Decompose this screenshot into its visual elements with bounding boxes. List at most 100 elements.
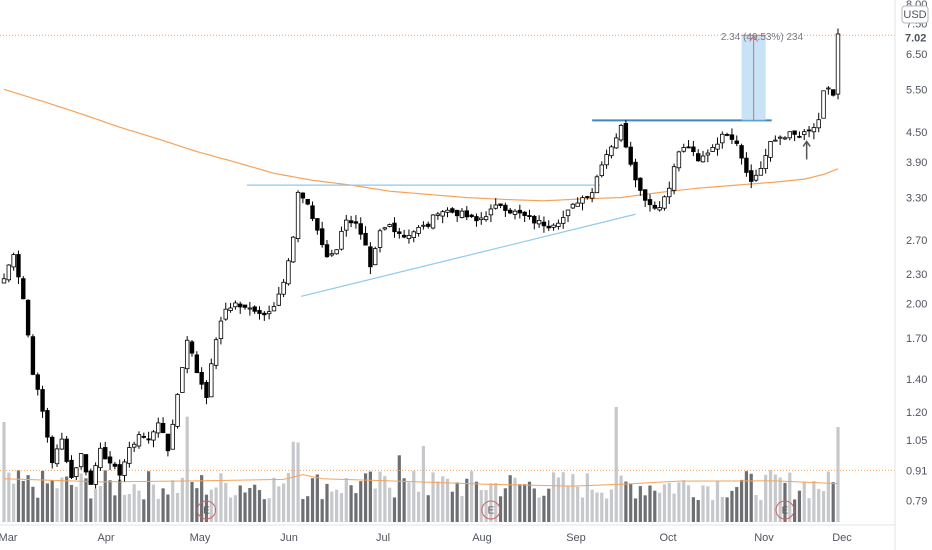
volume-bar [778,477,782,522]
candle-body [710,147,715,152]
candle-body [782,137,788,140]
earnings-marker-icon [481,500,501,520]
last-price-value: 7.02 [905,33,926,45]
candle-body [122,461,127,476]
candle-body [6,264,12,281]
volume-bar [498,496,503,522]
volume-bar [426,495,430,522]
time-tick-label: Mar [0,532,18,544]
candle-body [565,209,571,217]
volume-bar [739,479,744,522]
volume-bar [768,470,773,522]
volume-bar [725,497,729,522]
candle-body [88,470,93,485]
price-tick-label: 5.50 [906,84,927,96]
volume-bar [638,486,642,522]
candle-body [532,215,537,224]
candle-body [271,306,277,312]
volume-bar [503,488,507,522]
volume-bar [812,481,816,522]
volume-bar [132,484,136,522]
volume-bar [672,493,676,522]
volume-bar [744,471,749,522]
volume-bar [310,478,315,522]
candle-body [768,141,773,158]
volume-bar [547,488,551,522]
volume-bar [686,485,691,522]
candle-body [580,197,585,204]
volume-bar [79,473,83,522]
volume-bar [585,473,589,522]
drawing-tools [0,34,895,471]
volume-bar [474,481,479,522]
candle-body [575,202,580,207]
volume-bar [282,483,286,522]
price-tick-label: 2.30 [906,269,927,281]
volume-bar [36,497,40,522]
time-axis[interactable]: Mar Apr May Jun Jul Aug Sep Oct Nov Dec [0,532,852,544]
volume-bar [397,455,401,522]
volume-bar [98,485,103,522]
up-arrow-head [802,140,811,147]
volume-bar [788,472,792,522]
volume-bar [103,470,107,522]
candle-body [262,312,267,316]
candle-body [339,230,344,250]
candle-body [469,214,474,217]
volume-bar [171,480,175,522]
volume-bar [243,492,247,522]
volume-bar [161,488,165,522]
volume-bar [764,474,768,522]
price-axis[interactable]: 7.506.505.504.503.903.302.702.302.001.70… [906,0,927,507]
price-tick-label: 1.05 [906,435,927,447]
candle-body [483,216,489,221]
candle-body [368,246,373,268]
candle-body [671,166,677,191]
volume-bar [682,480,686,522]
candle-body [792,130,797,135]
candle-body [604,154,609,166]
candle-body [146,438,151,441]
volume-bar [465,478,469,522]
currency-badge[interactable]: USD [901,5,929,24]
candle-body [430,214,436,229]
rising-trendline [301,213,636,297]
volume-bar [633,498,638,522]
volume-bar [122,494,127,522]
candle-body [676,151,682,169]
currency-label: USD [903,9,926,21]
candle-body [802,131,807,136]
candle-body [585,196,590,198]
candle-body [233,302,238,308]
candle-body [426,223,431,227]
volume-bar [527,481,532,522]
candle-body [319,228,325,246]
candle-body [156,422,161,434]
volume-bar [7,472,11,522]
volume-bar [248,487,252,522]
candle-body [652,204,658,209]
volume-bar [55,488,59,522]
volume-bar [701,485,705,522]
candle-body [64,438,69,462]
volume-bar [315,474,319,522]
volume-bar [262,499,266,522]
volume-bar [619,475,623,522]
candle-body [695,153,701,162]
volume-bar [185,416,189,522]
candle-body [777,136,783,139]
candle-body [315,218,320,231]
volume-bar [373,488,377,522]
volume-bar [715,481,720,522]
moving-average [3,88,839,202]
candle-body [618,124,624,141]
volume-bars [2,407,840,522]
candle-body [16,254,21,278]
candle-body [507,209,513,214]
time-tick-label: Dec [832,532,852,544]
volume-bar [817,488,821,522]
volume-bar [629,483,633,522]
candle-body [527,215,532,218]
candle-body [522,211,527,216]
